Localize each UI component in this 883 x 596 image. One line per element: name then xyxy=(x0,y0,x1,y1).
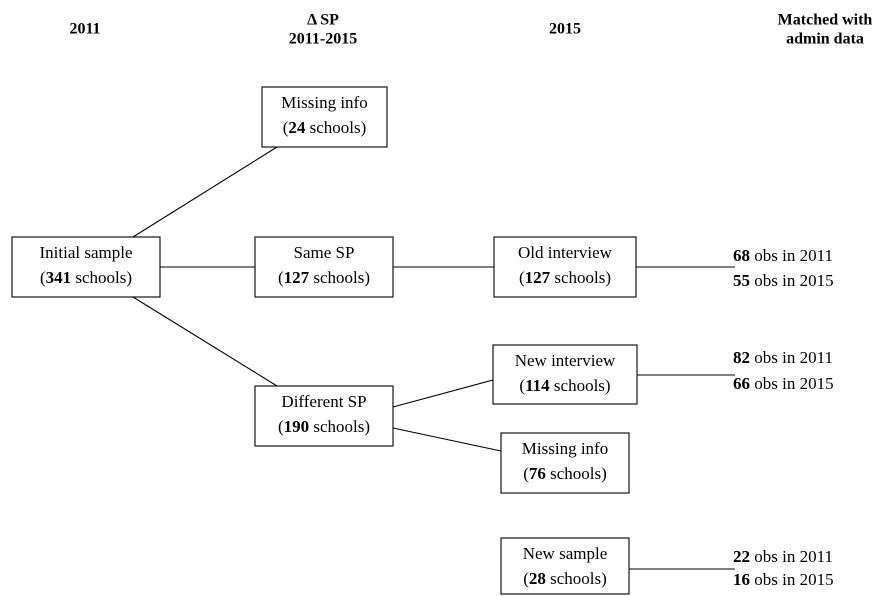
column-header: Δ SP xyxy=(307,12,339,29)
node-box xyxy=(500,537,630,595)
text-part: 190 xyxy=(284,417,310,436)
node: New interview (114 schools) xyxy=(492,344,638,405)
node-label: Missing info xyxy=(281,93,367,112)
node: New sample (28 schools) xyxy=(500,537,630,595)
node-label: Missing info xyxy=(522,439,608,458)
column-header: admin data xyxy=(786,31,864,48)
node-box xyxy=(500,432,630,494)
column-header: Matched with xyxy=(778,12,873,29)
node: Missing info (76 schools) xyxy=(500,432,630,494)
node: Same SP (127 schools) xyxy=(254,236,394,298)
node-box xyxy=(11,236,161,298)
node-box xyxy=(492,344,638,405)
node-count: (127 schools) xyxy=(519,268,611,287)
text-part: obs in 2011 xyxy=(750,348,833,367)
text-part: 24 xyxy=(288,118,306,137)
text-part: ( xyxy=(523,464,529,483)
text-part: schools) xyxy=(309,417,370,436)
node-label: New interview xyxy=(515,351,616,370)
text-part: 114 xyxy=(525,376,550,395)
column-header: 2015 xyxy=(549,21,581,38)
text-part: ( xyxy=(523,569,529,588)
text-part: 76 xyxy=(529,464,546,483)
text-part: obs in 2015 xyxy=(750,374,834,393)
text-part: 127 xyxy=(525,268,551,287)
matched-obs: 16 obs in 2015 xyxy=(733,570,834,589)
node-box xyxy=(261,86,388,148)
edge xyxy=(392,427,502,452)
node-count: (24 schools) xyxy=(283,118,367,137)
text-part: obs in 2011 xyxy=(750,547,833,566)
edge xyxy=(132,146,278,238)
node-box xyxy=(254,385,394,447)
text-part: ( xyxy=(278,268,284,287)
node: Different SP (190 schools) xyxy=(254,385,394,447)
matched-obs: 82 obs in 2011 xyxy=(733,348,833,367)
text-part: 341 xyxy=(46,268,72,287)
node-label: Old interview xyxy=(518,243,613,262)
text-part: 82 xyxy=(733,348,750,367)
text-part: schools) xyxy=(550,376,611,395)
text-part: obs in 2015 xyxy=(750,271,834,290)
node-label: Same SP xyxy=(294,243,355,262)
text-part: ( xyxy=(519,376,525,395)
column-header: 2011-2015 xyxy=(289,31,357,48)
matched-obs: 68 obs in 2011 xyxy=(733,246,833,265)
edge xyxy=(392,379,494,408)
text-part: schools) xyxy=(550,268,611,287)
node: Old interview (127 schools) xyxy=(493,236,637,298)
node: Missing info (24 schools) xyxy=(261,86,388,148)
text-part: schools) xyxy=(546,569,607,588)
node-label: New sample xyxy=(523,544,608,563)
text-part: 55 xyxy=(733,271,750,290)
node-count: (76 schools) xyxy=(523,464,607,483)
text-part: ( xyxy=(283,118,289,137)
text-part: schools) xyxy=(71,268,132,287)
node-box xyxy=(493,236,637,298)
node: Initial sample (341 schools) xyxy=(11,236,161,298)
node-count: (127 schools) xyxy=(278,268,370,287)
node-label: Different SP xyxy=(281,392,366,411)
matched-obs: 66 obs in 2015 xyxy=(733,374,834,393)
text-part: schools) xyxy=(305,118,366,137)
node-label: Initial sample xyxy=(39,243,132,262)
node-count: (341 schools) xyxy=(40,268,132,287)
matched-obs: 55 obs in 2015 xyxy=(733,271,834,290)
text-part: schools) xyxy=(309,268,370,287)
edge xyxy=(132,296,278,387)
text-part: 16 xyxy=(733,570,750,589)
text-part: schools) xyxy=(546,464,607,483)
text-part: obs in 2015 xyxy=(750,570,834,589)
node-count: (28 schools) xyxy=(523,569,607,588)
text-part: 127 xyxy=(284,268,310,287)
matched-obs: 22 obs in 2011 xyxy=(733,547,833,566)
edges xyxy=(132,146,735,570)
text-part: ( xyxy=(519,268,525,287)
node-box xyxy=(254,236,394,298)
text-part: ( xyxy=(278,417,284,436)
text-part: 22 xyxy=(733,547,750,566)
text-part: ( xyxy=(40,268,46,287)
text-part: obs in 2011 xyxy=(750,246,833,265)
text-part: 68 xyxy=(733,246,750,265)
node-count: (190 schools) xyxy=(278,417,370,436)
column-header: 2011 xyxy=(69,21,100,38)
node-count: (114 schools) xyxy=(519,376,610,395)
text-part: 66 xyxy=(733,374,750,393)
text-part: 28 xyxy=(529,569,546,588)
